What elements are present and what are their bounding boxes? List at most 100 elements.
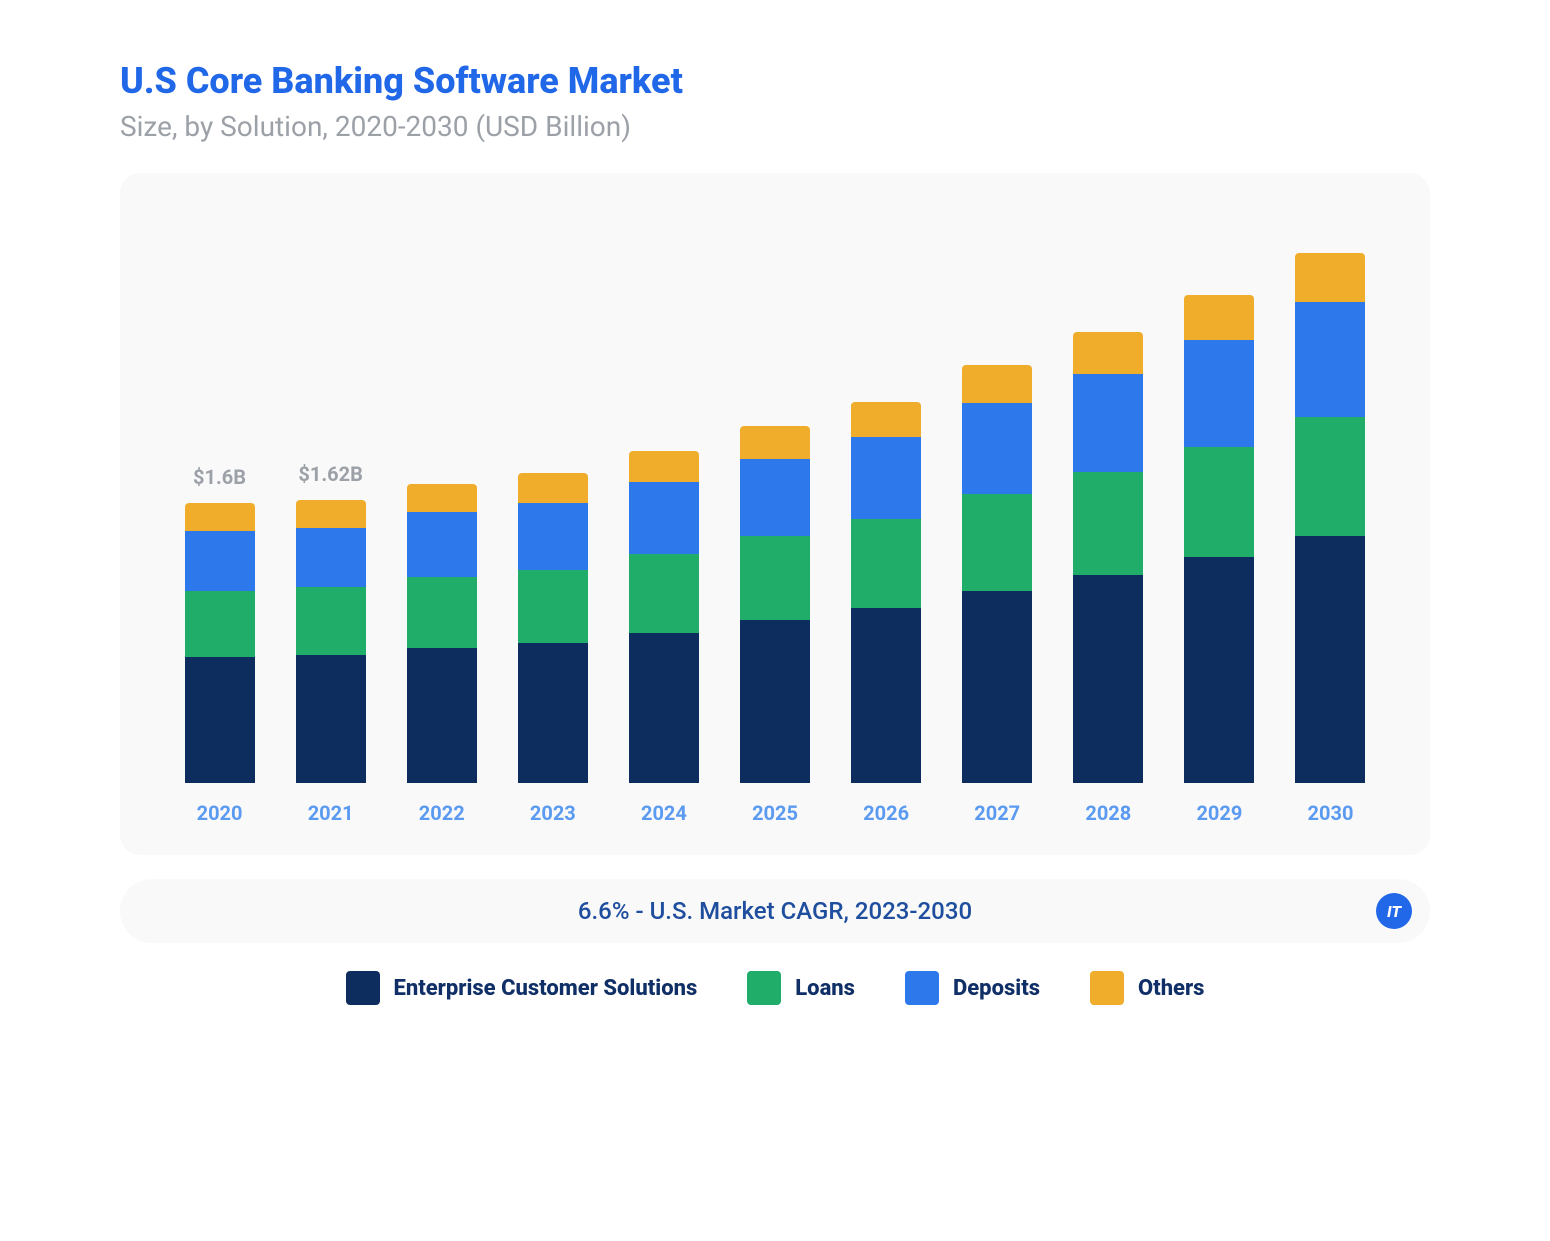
bar-segment-deposits <box>740 459 810 536</box>
bar-segment-deposits <box>851 437 921 519</box>
legend-label: Others <box>1138 976 1204 1001</box>
legend-swatch <box>905 971 939 1005</box>
bar-segment-others <box>851 402 921 437</box>
bar-segment-enterprise <box>1295 536 1365 783</box>
bar-segment-others <box>962 365 1032 404</box>
bar-column <box>837 223 936 783</box>
bar-segment-enterprise <box>296 655 366 783</box>
bar-segment-others <box>740 426 810 459</box>
bar-segment-deposits <box>1295 302 1365 418</box>
bar-column <box>392 223 491 783</box>
bar-column <box>1170 223 1269 783</box>
bar-segment-others <box>296 500 366 528</box>
bar-column <box>725 223 824 783</box>
x-axis-label: 2020 <box>170 801 269 825</box>
chart-title: U.S Core Banking Software Market <box>120 60 1430 102</box>
bar-column: $1.62B <box>281 223 380 783</box>
bar-segment-enterprise <box>851 608 921 783</box>
x-axis-label: 2028 <box>1059 801 1158 825</box>
bar-segment-deposits <box>296 528 366 588</box>
bar-segment-loans <box>1295 417 1365 536</box>
bar-segment-deposits <box>1184 340 1254 447</box>
bar-stack <box>740 426 810 783</box>
bar-column <box>948 223 1047 783</box>
legend-item: Others <box>1090 971 1204 1005</box>
bar-segment-others <box>1184 295 1254 341</box>
bar-segment-others <box>185 503 255 531</box>
bar-segment-others <box>518 473 588 503</box>
bar-stack <box>407 484 477 783</box>
bar-column <box>614 223 713 783</box>
bar-segment-deposits <box>962 403 1032 494</box>
chart-card: $1.6B $1.62B 2020 2021 2022 2023 2024 2025 2026… <box>120 173 1430 855</box>
x-axis-label: 2022 <box>392 801 491 825</box>
bar-segment-others <box>629 451 699 483</box>
chart-plot-area: $1.6B $1.62B <box>160 223 1390 783</box>
legend-item: Enterprise Customer Solutions <box>346 971 698 1005</box>
x-axis-label: 2026 <box>837 801 936 825</box>
legend-swatch <box>1090 971 1124 1005</box>
bar-segment-enterprise <box>740 620 810 783</box>
bar-segment-others <box>407 484 477 512</box>
cagr-pill: 6.6% - U.S. Market CAGR, 2023-2030 IT <box>120 879 1430 943</box>
cagr-text: 6.6% - U.S. Market CAGR, 2023-2030 <box>578 897 972 925</box>
chart-subtitle: Size, by Solution, 2020-2030 (USD Billio… <box>120 110 1430 143</box>
bar-segment-loans <box>962 494 1032 590</box>
bar-value-annotation: $1.62B <box>298 462 362 486</box>
bar-segment-enterprise <box>518 643 588 783</box>
bar-segment-loans <box>740 536 810 620</box>
bar-segment-loans <box>1073 472 1143 575</box>
bar-segment-enterprise <box>185 657 255 783</box>
bar-value-annotation: $1.6B <box>193 465 246 489</box>
x-axis-label: 2029 <box>1170 801 1269 825</box>
bar-column <box>503 223 602 783</box>
legend-item: Loans <box>747 971 855 1005</box>
bar-column: $1.6B <box>170 223 269 783</box>
legend-swatch <box>346 971 380 1005</box>
bar-segment-enterprise <box>629 633 699 784</box>
bar-segment-enterprise <box>407 648 477 783</box>
bar-segment-deposits <box>407 512 477 577</box>
legend-label: Deposits <box>953 976 1040 1001</box>
bar-segment-others <box>1295 253 1365 302</box>
bar-segment-deposits <box>629 482 699 554</box>
bar-stack <box>1184 295 1254 783</box>
x-axis-labels: 2020 2021 2022 2023 2024 2025 2026 2027 2028 2029… <box>160 783 1390 825</box>
legend-label: Enterprise Customer Solutions <box>394 976 698 1001</box>
chart-legend: Enterprise Customer Solutions Loans Deposi… <box>120 971 1430 1005</box>
bar-stack <box>1073 332 1143 784</box>
bar-column <box>1281 223 1380 783</box>
bar-segment-enterprise <box>962 591 1032 784</box>
x-axis-label: 2023 <box>503 801 602 825</box>
bar-stack <box>518 473 588 783</box>
source-badge-icon: IT <box>1376 893 1412 929</box>
bar-stack <box>1295 253 1365 783</box>
bar-segment-enterprise <box>1184 557 1254 783</box>
bar-segment-loans <box>407 577 477 649</box>
bar-segment-enterprise <box>1073 575 1143 783</box>
bar-segment-deposits <box>518 503 588 570</box>
x-axis-label: 2024 <box>614 801 713 825</box>
bar-segment-loans <box>629 554 699 633</box>
bar-stack <box>851 402 921 784</box>
bar-segment-loans <box>1184 447 1254 557</box>
bar-segment-deposits <box>1073 374 1143 472</box>
x-axis-label: 2021 <box>281 801 380 825</box>
legend-item: Deposits <box>905 971 1040 1005</box>
bar-stack <box>629 451 699 784</box>
bar-segment-loans <box>851 519 921 608</box>
bar-segment-loans <box>185 591 255 658</box>
bar-segment-deposits <box>185 531 255 591</box>
x-axis-label: 2030 <box>1281 801 1380 825</box>
bar-stack <box>296 500 366 784</box>
legend-label: Loans <box>795 976 855 1001</box>
bar-segment-loans <box>296 587 366 655</box>
bar-segment-others <box>1073 332 1143 374</box>
legend-swatch <box>747 971 781 1005</box>
bar-stack <box>962 365 1032 783</box>
bar-segment-loans <box>518 570 588 644</box>
bar-stack <box>185 503 255 783</box>
x-axis-label: 2025 <box>725 801 824 825</box>
x-axis-label: 2027 <box>948 801 1047 825</box>
bar-column <box>1059 223 1158 783</box>
